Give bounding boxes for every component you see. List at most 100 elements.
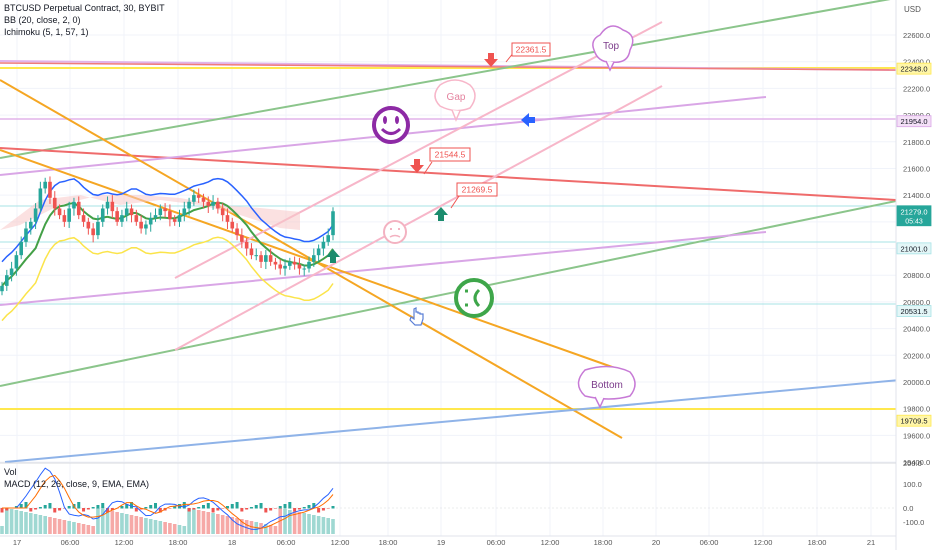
callout-22361: 22361.5 xyxy=(505,42,551,63)
price-tag-box xyxy=(896,115,932,128)
chart-legend-ichimoku[interactable]: Ichimoku (5, 1, 57, 1) xyxy=(4,27,89,37)
callout-21544-label: 21544.5 xyxy=(435,150,466,160)
volume-bar xyxy=(177,525,182,534)
volume-bar xyxy=(91,526,95,534)
candle-body xyxy=(158,208,163,216)
candle-body xyxy=(288,261,292,266)
candle-body xyxy=(225,215,230,222)
candle-body xyxy=(19,241,23,256)
bubble-top: Top xyxy=(592,25,634,72)
volume-bar xyxy=(67,521,71,534)
volume-bar xyxy=(283,509,287,534)
macd-histogram-bar xyxy=(43,505,47,509)
macd-histogram-bar xyxy=(5,508,9,511)
volume-bar xyxy=(96,508,100,534)
ichimoku-line xyxy=(1,236,334,322)
volume-bar xyxy=(148,519,153,534)
volume-bar xyxy=(172,524,177,534)
macd-histogram-bar xyxy=(82,508,86,512)
price-tick-label: 20000.0 xyxy=(903,378,930,387)
macd-histogram-bar xyxy=(62,508,66,509)
macd-histogram-bar xyxy=(48,503,52,509)
candle-body xyxy=(100,208,105,222)
macd-pane xyxy=(0,462,896,534)
macd-histogram-bar xyxy=(0,508,4,513)
volume-bar xyxy=(100,509,105,534)
volume-bar xyxy=(230,517,235,534)
time-tick-label: 12:00 xyxy=(541,538,560,547)
price-tick-label: 21400.0 xyxy=(903,191,930,200)
time-tick-label: 18:00 xyxy=(594,538,613,547)
volume-bar xyxy=(144,518,148,534)
macd-histogram-bar xyxy=(326,508,330,509)
candle-body xyxy=(110,201,115,212)
orange-trend-lower xyxy=(0,149,616,369)
chart-legend-bb[interactable]: BB (20, close, 2, 0) xyxy=(4,15,81,25)
macd-histogram-bar xyxy=(249,507,253,509)
volume-bar xyxy=(19,511,23,534)
down-arrow-red-icon xyxy=(484,53,498,67)
volume-bar xyxy=(288,510,292,534)
macd-histogram-bar xyxy=(288,502,292,509)
time-axis[interactable]: 17 06:00 12:00 18:00 18 06:00 12:00 18:00 19 06:0… xyxy=(0,535,896,547)
price-tags: 22348.0 21954.0 21279.0 05:43 21001.0 20531.5… xyxy=(896,62,932,427)
macd-tick-label: 200.0 xyxy=(903,459,922,468)
chart-legend-macd[interactable]: MACD (12, 26, close, 9, EMA, EMA) xyxy=(4,479,150,489)
chart-legend-vol[interactable]: Vol xyxy=(4,467,17,477)
callout-21269: 21269.5 xyxy=(450,182,498,209)
macd-histogram-bar xyxy=(235,502,239,509)
time-tick-label: 06:00 xyxy=(700,538,719,547)
candle-body xyxy=(96,221,100,236)
candles-layer xyxy=(0,176,335,296)
candle-body xyxy=(52,197,57,209)
candle-body xyxy=(259,255,263,262)
price-tag-label: 19709.5 xyxy=(900,417,927,426)
macd-tick-label: 0.0 xyxy=(903,504,913,513)
candle-body xyxy=(312,255,316,262)
candle-body xyxy=(177,215,182,222)
price-tick-label: 22400.0 xyxy=(903,58,930,67)
candle-body xyxy=(91,228,95,236)
macd-histogram-bar xyxy=(312,503,316,509)
macd-histogram-bar xyxy=(158,508,162,513)
candle-body xyxy=(211,201,215,206)
price-tick-label: 21600.0 xyxy=(903,164,930,173)
price-tag-box xyxy=(896,205,932,227)
price-tick-label: 22200.0 xyxy=(903,84,930,93)
macd-histogram-bar xyxy=(86,508,90,510)
macd-histogram-bar xyxy=(283,504,287,509)
price-tag-label: 20531.5 xyxy=(900,307,927,316)
macd-histogram-bar xyxy=(29,508,33,512)
bubble-top-label: Top xyxy=(603,41,620,52)
candle-body xyxy=(62,215,67,222)
price-tag-box xyxy=(896,305,932,317)
candle-body xyxy=(48,181,52,198)
time-tick-label: 12:00 xyxy=(754,538,773,547)
candle-body xyxy=(264,255,268,262)
candle-body xyxy=(235,228,239,236)
macd-histogram-bar xyxy=(182,502,186,509)
macd-histogram-bar xyxy=(293,508,297,512)
macd-histogram-bar xyxy=(259,503,263,509)
volume-bar xyxy=(297,512,302,534)
macd-histogram-bar xyxy=(168,508,172,509)
macd-histogram-bar xyxy=(67,506,71,509)
volume-bar xyxy=(110,511,115,534)
candle-body xyxy=(4,275,9,286)
orange-trend-upper xyxy=(0,79,623,439)
volume-bar xyxy=(28,513,33,534)
price-tick-label: 19400.0 xyxy=(903,458,930,467)
price-axis[interactable]: USD 22600.022400.022200.022000.021800.02… xyxy=(895,0,932,550)
indicator-layer xyxy=(1,177,334,322)
candle-body xyxy=(254,255,259,257)
candle-body xyxy=(307,261,311,269)
macd-histogram-bar xyxy=(245,508,249,510)
down-arrow-red-icon xyxy=(410,159,424,173)
chart-legend-symbol[interactable]: BTCUSD Perpetual Contract, 30, BYBIT xyxy=(4,3,165,13)
candle-body xyxy=(172,219,177,222)
price-tag-label: 21279.0 xyxy=(900,207,927,216)
macd-histogram-bar xyxy=(130,502,134,509)
volume-bar xyxy=(307,514,311,534)
